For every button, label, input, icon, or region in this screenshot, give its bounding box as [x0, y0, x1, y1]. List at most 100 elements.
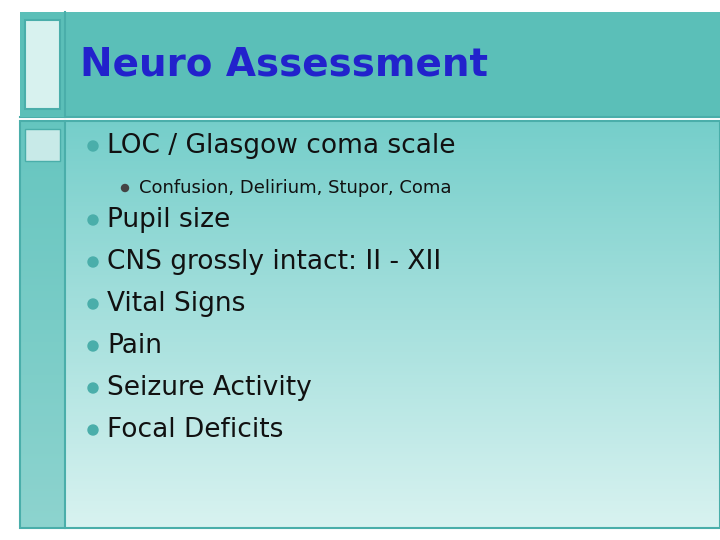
- Bar: [20, 353, 720, 355]
- Text: LOC / Glasgow coma scale: LOC / Glasgow coma scale: [107, 133, 456, 159]
- Bar: [20, 348, 720, 351]
- Bar: [20, 228, 720, 231]
- Bar: [20, 462, 720, 465]
- Bar: [20, 210, 720, 213]
- Bar: [20, 334, 720, 337]
- Bar: [20, 121, 65, 528]
- Bar: [20, 245, 720, 247]
- Bar: [20, 338, 720, 341]
- Bar: [20, 190, 720, 192]
- Bar: [20, 251, 720, 253]
- Bar: [25, 129, 60, 161]
- Bar: [20, 369, 720, 372]
- Bar: [20, 499, 720, 502]
- Bar: [20, 450, 720, 453]
- Bar: [20, 345, 720, 347]
- Bar: [20, 226, 720, 229]
- Text: Seizure Activity: Seizure Activity: [107, 375, 312, 401]
- Bar: [20, 135, 720, 137]
- Bar: [20, 159, 720, 161]
- Bar: [20, 458, 720, 461]
- Bar: [20, 391, 720, 394]
- Bar: [20, 231, 720, 233]
- Bar: [20, 186, 720, 188]
- Bar: [20, 438, 720, 441]
- Bar: [20, 330, 720, 333]
- Bar: [20, 308, 720, 310]
- Bar: [20, 249, 720, 251]
- Circle shape: [122, 185, 128, 192]
- Bar: [20, 170, 720, 172]
- Bar: [20, 232, 720, 235]
- Bar: [20, 289, 720, 292]
- Bar: [20, 318, 720, 320]
- Bar: [20, 287, 720, 290]
- Bar: [20, 424, 720, 426]
- Bar: [20, 448, 720, 451]
- Bar: [20, 259, 720, 261]
- Bar: [20, 454, 720, 457]
- Text: Focal Deficits: Focal Deficits: [107, 417, 284, 443]
- Bar: [20, 275, 720, 278]
- Bar: [20, 426, 720, 428]
- Bar: [20, 363, 720, 365]
- Bar: [20, 505, 720, 508]
- Bar: [20, 387, 720, 390]
- Bar: [20, 446, 720, 449]
- Bar: [20, 393, 720, 396]
- Bar: [20, 470, 720, 473]
- Bar: [20, 167, 720, 170]
- Bar: [20, 188, 720, 190]
- Bar: [20, 285, 720, 288]
- Bar: [20, 397, 720, 400]
- Bar: [20, 255, 720, 258]
- Bar: [20, 513, 720, 516]
- Bar: [20, 239, 720, 241]
- Bar: [20, 267, 720, 269]
- Bar: [20, 401, 720, 404]
- Bar: [20, 273, 720, 275]
- Bar: [20, 306, 720, 308]
- Bar: [20, 408, 720, 410]
- Bar: [20, 491, 720, 494]
- Circle shape: [88, 299, 98, 309]
- Bar: [20, 420, 720, 422]
- Bar: [20, 406, 720, 408]
- Bar: [20, 495, 720, 497]
- Bar: [20, 452, 720, 455]
- Bar: [20, 196, 720, 198]
- Bar: [20, 269, 720, 272]
- Bar: [20, 263, 720, 266]
- Bar: [20, 277, 720, 280]
- Bar: [20, 381, 720, 383]
- Bar: [20, 483, 720, 485]
- Bar: [20, 324, 720, 327]
- Bar: [20, 485, 720, 487]
- Bar: [20, 133, 720, 135]
- Bar: [20, 151, 720, 153]
- Bar: [20, 143, 720, 145]
- Bar: [20, 194, 720, 197]
- Bar: [20, 375, 720, 377]
- Bar: [20, 284, 720, 286]
- Bar: [20, 497, 720, 500]
- Bar: [20, 403, 720, 406]
- Circle shape: [88, 257, 98, 267]
- Bar: [20, 355, 720, 357]
- Bar: [20, 129, 720, 131]
- Bar: [20, 149, 720, 152]
- Bar: [20, 434, 720, 436]
- Bar: [20, 157, 720, 160]
- Bar: [20, 430, 720, 433]
- Bar: [20, 161, 720, 164]
- Circle shape: [88, 425, 98, 435]
- Bar: [20, 359, 720, 361]
- Bar: [20, 422, 720, 424]
- Bar: [20, 346, 720, 349]
- Bar: [20, 515, 720, 518]
- Bar: [20, 316, 720, 319]
- Circle shape: [88, 341, 98, 351]
- Bar: [25, 20, 60, 109]
- Bar: [20, 409, 720, 412]
- Bar: [20, 300, 720, 302]
